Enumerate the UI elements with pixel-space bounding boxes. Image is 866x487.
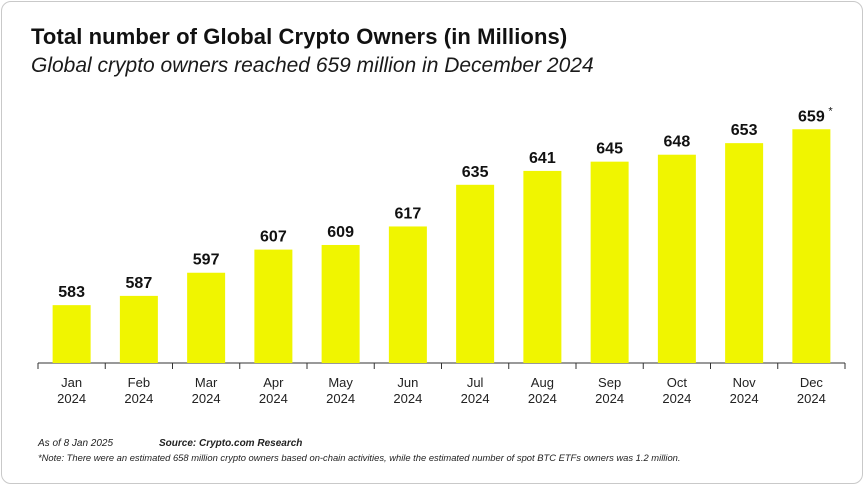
data-label: 653	[731, 122, 758, 139]
bar	[388, 226, 427, 363]
bar	[321, 244, 360, 363]
data-label: 641	[529, 150, 556, 167]
x-tick-label-month: Nov	[733, 375, 757, 390]
x-tick-label-month: Apr	[263, 375, 284, 390]
data-label-annotation: *	[828, 105, 833, 117]
data-label: 645	[596, 141, 623, 158]
x-tick-label-year: 2024	[192, 391, 221, 406]
footnote: *Note: There were an estimated 658 milli…	[38, 452, 681, 463]
data-label: 583	[58, 284, 85, 301]
x-tick-label-month: Aug	[531, 375, 554, 390]
bar	[52, 305, 91, 363]
data-label: 659	[798, 108, 825, 125]
data-label: 597	[193, 252, 220, 269]
source-credit: Source: Crypto.com Research	[159, 438, 303, 449]
bar	[657, 154, 696, 363]
x-tick-label-month: Dec	[800, 375, 824, 390]
x-tick-label-month: Jan	[61, 375, 82, 390]
bar	[456, 184, 495, 363]
footer-meta: As of 8 Jan 2025 Source: Crypto.com Rese…	[38, 438, 302, 449]
x-tick-label-year: 2024	[461, 391, 490, 406]
data-label: 607	[260, 229, 287, 246]
data-label: 617	[395, 205, 422, 222]
x-tick-label-month: Jun	[397, 375, 418, 390]
bar	[792, 129, 831, 363]
bar	[119, 295, 158, 363]
as-of-date: As of 8 Jan 2025	[38, 438, 114, 449]
data-label: 609	[327, 224, 354, 241]
x-tick-label-month: May	[328, 375, 353, 390]
x-tick-label-month: Jul	[467, 375, 484, 390]
bar	[187, 272, 226, 363]
bar	[254, 249, 293, 363]
x-tick-label-year: 2024	[259, 391, 288, 406]
x-tick-label-year: 2024	[595, 391, 624, 406]
data-label: 587	[126, 275, 153, 292]
x-tick-label-month: Feb	[128, 375, 150, 390]
data-label: 635	[462, 164, 489, 181]
x-tick-label-month: Sep	[598, 375, 621, 390]
bar	[523, 170, 562, 363]
x-tick-label-year: 2024	[797, 391, 826, 406]
x-tick-label-month: Mar	[195, 375, 218, 390]
bar	[725, 143, 764, 363]
x-tick-label-year: 2024	[124, 391, 153, 406]
x-tick-label-year: 2024	[730, 391, 759, 406]
bar	[590, 161, 629, 363]
x-tick-label-year: 2024	[393, 391, 422, 406]
x-tick-label-month: Oct	[667, 375, 688, 390]
data-label: 648	[664, 134, 691, 151]
chart-subtitle: Global crypto owners reached 659 million…	[31, 54, 594, 77]
x-tick-label-year: 2024	[528, 391, 557, 406]
chart-title: Total number of Global Crypto Owners (in…	[31, 24, 568, 49]
x-tick-label-year: 2024	[662, 391, 691, 406]
x-tick-label-year: 2024	[57, 391, 86, 406]
x-tick-label-year: 2024	[326, 391, 355, 406]
